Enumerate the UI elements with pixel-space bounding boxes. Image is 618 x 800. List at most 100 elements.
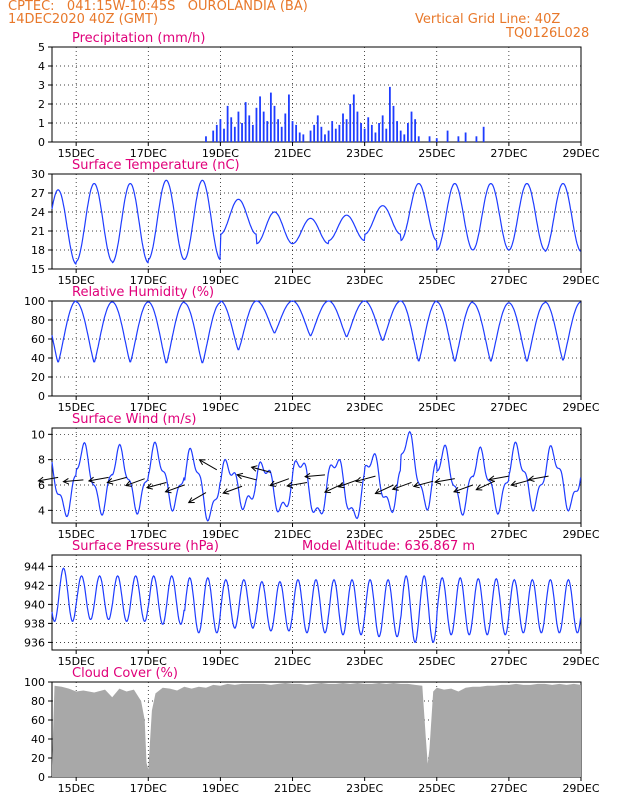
precip-bar xyxy=(277,119,279,142)
wind-arrow-head xyxy=(106,478,114,485)
panel-cloud: 0 20 40 60 80 100 15DEC 17DEC 19DEC 21DEC 23DEC 25D… xyxy=(24,666,600,795)
temp-xtick-label: 17DEC xyxy=(130,274,167,287)
pressure-xtick-label: 17DEC xyxy=(130,655,167,668)
precip-bar xyxy=(219,119,222,142)
precip-bar xyxy=(370,124,373,142)
cloud-ytick-label: 20 xyxy=(31,752,45,765)
wind-arrow xyxy=(146,481,167,490)
wind-arrow xyxy=(62,477,84,485)
wind-arrow xyxy=(250,465,272,473)
wind-xtick-label: 19DEC xyxy=(202,528,239,541)
precip-xtick-label: 17DEC xyxy=(130,147,167,160)
cloud-xtick-label: 23DEC xyxy=(346,782,383,795)
wind-arrow xyxy=(488,475,509,482)
rh-ytick-label: 100 xyxy=(24,295,45,308)
panel-pressure: 936 938 940 942 944 15DEC 17DEC 19DEC 21DEC 23DEC… xyxy=(24,539,600,668)
wind-xtick-label: 21DEC xyxy=(274,528,311,541)
wind-arrow-shaft xyxy=(88,476,109,482)
cloud-xtick-label: 19DEC xyxy=(202,782,239,795)
pressure-ytick-label: 936 xyxy=(24,636,45,649)
temp-xtick-label: 29DEC xyxy=(562,274,599,287)
precip-bar xyxy=(309,130,312,142)
wind-arrow xyxy=(475,480,495,491)
precip-bar xyxy=(360,123,362,142)
wind-arrow xyxy=(412,480,434,489)
wind-arrow xyxy=(434,478,455,485)
temp-series-line xyxy=(51,179,581,265)
wind-arrow-head xyxy=(323,487,331,494)
cloud-xtick-label: 15DEC xyxy=(58,782,95,795)
wind-arrow xyxy=(236,472,257,481)
precip-xtick-label: 23DEC xyxy=(346,147,383,160)
wind-arrow-shaft xyxy=(125,478,145,486)
wind-arrow-shaft xyxy=(107,476,127,484)
wind-arrow-shaft xyxy=(199,459,218,471)
pressure-xtick-label: 23DEC xyxy=(346,655,383,668)
rh-series-line xyxy=(51,300,581,364)
precip-bar xyxy=(273,105,276,142)
wind-arrow-shaft xyxy=(269,478,290,486)
rh-ytick-label: 60 xyxy=(31,333,45,346)
wind-arrow xyxy=(337,479,358,489)
rh-xtick-label: 23DEC xyxy=(346,401,383,414)
wind-arrow-shaft xyxy=(453,484,473,493)
rh-xtick-label: 25DEC xyxy=(418,401,455,414)
pressure-xtick-label: 25DEC xyxy=(418,655,455,668)
precip-ytick-label: 1 xyxy=(38,117,45,130)
wind-arrow-head xyxy=(62,477,70,485)
rh-xtick-label: 15DEC xyxy=(58,401,95,414)
wind-arrow-shaft xyxy=(146,481,167,489)
wind-arrow-shaft xyxy=(476,480,495,491)
wind-arrow-head xyxy=(222,488,230,495)
rh-xtick-label: 17DEC xyxy=(130,401,167,414)
wind-arrow-shaft xyxy=(435,478,455,483)
precip-ytick-label: 3 xyxy=(38,79,45,92)
temp-ytick-label: 15 xyxy=(31,263,45,276)
precip-bar xyxy=(392,105,395,142)
cloud-ytick-label: 100 xyxy=(24,676,45,689)
rh-title: Relative Humidity (%) xyxy=(72,285,214,300)
precip-xtick-label: 25DEC xyxy=(418,147,455,160)
wind-arrow xyxy=(106,476,127,485)
header-date: 14DEC2020 40Z (GMT) xyxy=(8,12,159,27)
precip-ytick-label: 2 xyxy=(38,98,45,111)
panel-temp: 15 18 21 24 27 30 15DEC 17DEC 19DEC 21DEC 23DEC 25D… xyxy=(31,158,600,287)
wind-arrow-head xyxy=(412,481,420,489)
precip-bar xyxy=(298,132,301,142)
precip-xtick-label: 19DEC xyxy=(202,147,239,160)
temp-xtick-label: 27DEC xyxy=(490,274,527,287)
rh-xtick-label: 19DEC xyxy=(202,401,239,414)
precip-bar xyxy=(428,136,431,142)
precip-bar xyxy=(259,96,261,142)
wind-arrow xyxy=(164,484,185,494)
precip-bar xyxy=(302,134,305,142)
panel-rh: 0 20 40 60 80 100 15DEC 17DEC 19DEC 21DEC 23DEC 25D… xyxy=(24,285,600,414)
precip-bar xyxy=(482,126,485,142)
wind-xtick-label: 27DEC xyxy=(490,528,527,541)
precip-bar xyxy=(241,123,243,142)
temp-ytick-label: 24 xyxy=(31,206,45,219)
pressure-ytick-label: 938 xyxy=(24,617,45,630)
temp-ytick-label: 18 xyxy=(31,244,45,257)
precip-bar xyxy=(334,128,337,142)
precip-bar xyxy=(327,130,330,142)
wind-xtick-label: 17DEC xyxy=(130,528,167,541)
pressure-ytick-label: 942 xyxy=(24,579,45,592)
wind-arrow xyxy=(87,476,109,484)
rh-xtick-label: 21DEC xyxy=(274,401,311,414)
wind-arrow-shaft xyxy=(188,492,207,504)
precip-xtick-label: 21DEC xyxy=(274,147,311,160)
wind-ytick-label: 4 xyxy=(38,504,45,517)
cloud-ytick-label: 0 xyxy=(38,771,45,784)
cloud-ytick-label: 80 xyxy=(31,695,45,708)
wind-arrow-head xyxy=(488,475,496,482)
pressure-xtick-label: 29DEC xyxy=(562,655,599,668)
pressure-ytick-label: 944 xyxy=(24,560,45,573)
wind-ytick-label: 6 xyxy=(38,479,45,492)
wind-ytick-label: 10 xyxy=(31,428,45,441)
wind-arrow-shaft xyxy=(38,476,59,482)
precip-bar xyxy=(251,124,254,142)
cloud-cover-area xyxy=(52,683,581,777)
precip-bar xyxy=(288,94,290,142)
precip-bar xyxy=(374,132,377,142)
